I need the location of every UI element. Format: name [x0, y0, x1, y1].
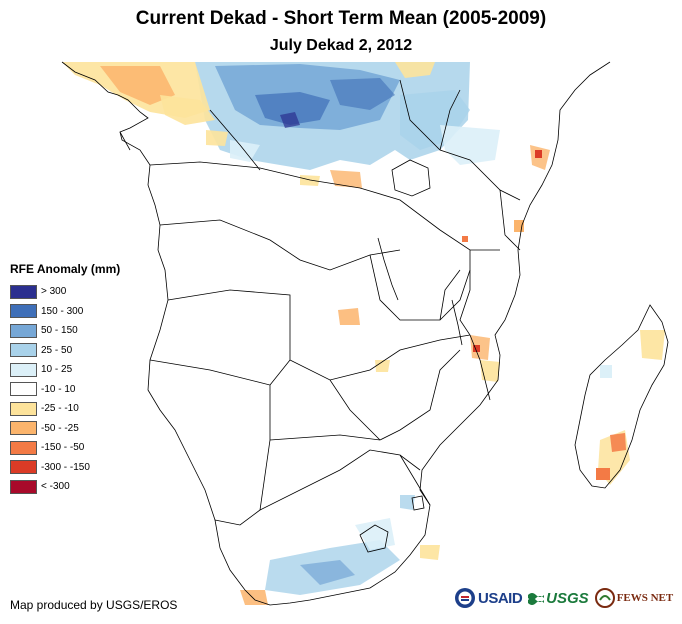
legend-label: > 300 [41, 286, 67, 298]
legend-item: -150 - -50 [10, 438, 170, 458]
legend-label: 25 - 50 [41, 344, 73, 356]
usaid-logo: USAID [454, 587, 523, 609]
legend-label: 10 - 25 [41, 364, 73, 376]
credit-text: Map produced by USGS/EROS [10, 598, 178, 612]
legend-item: < -300 [10, 477, 170, 497]
legend-label: -150 - -50 [41, 442, 85, 454]
legend-label: -10 - 10 [41, 383, 76, 395]
legend-label: -300 - -150 [41, 461, 90, 473]
legend-item: 150 - 300 [10, 302, 170, 322]
legend-swatch [10, 323, 37, 338]
legend-item: > 300 [10, 282, 170, 302]
legend-item: 25 - 50 [10, 341, 170, 361]
legend-swatch [10, 343, 37, 358]
legend-swatch [10, 440, 37, 455]
madagascar-outline [574, 304, 669, 489]
lake-victoria [391, 159, 431, 197]
legend: RFE Anomaly (mm) > 300 150 - 300 50 - 150 2… [10, 262, 170, 497]
legend-swatch [10, 460, 37, 475]
usaid-seal-icon [455, 588, 475, 608]
usgs-wave-icon [528, 593, 545, 605]
fews-net-globe-icon [594, 588, 615, 608]
legend-label: < -300 [41, 481, 70, 493]
africa-coastline [61, 61, 611, 606]
usgs-logo: USGS [528, 590, 589, 607]
legend-swatch [10, 421, 37, 436]
country-borders [61, 61, 669, 606]
legend-label: -25 - -10 [41, 403, 79, 415]
legend-item: 50 - 150 [10, 321, 170, 341]
fews-net-wordmark: FEWS NET [616, 592, 674, 604]
legend-swatch [10, 362, 37, 377]
legend-swatch [10, 284, 37, 299]
legend-label: 50 - 150 [41, 325, 78, 337]
legend-title: RFE Anomaly (mm) [10, 262, 121, 276]
usaid-wordmark: USAID [478, 589, 523, 607]
legend-item: -25 - -10 [10, 399, 170, 419]
legend-item: -10 - 10 [10, 380, 170, 400]
legend-item: -50 - -25 [10, 419, 170, 439]
legend-rows: > 300 150 - 300 50 - 150 25 - 50 10 - 25 -10 … [10, 282, 170, 497]
legend-label: 150 - 300 [41, 305, 84, 317]
legend-swatch [10, 401, 37, 416]
legend-item: 10 - 25 [10, 360, 170, 380]
legend-swatch [10, 479, 37, 494]
fews-net-logo: FEWS NET [594, 588, 674, 608]
legend-swatch [10, 382, 37, 397]
usgs-wordmark: USGS [546, 589, 589, 607]
legend-item: -300 - -150 [10, 458, 170, 478]
legend-swatch [10, 304, 37, 319]
map-subtitle: July Dekad 2, 2012 [269, 37, 413, 54]
map-title: Current Dekad - Short Term Mean (2005-20… [135, 8, 547, 29]
logo-bar: USAID USGS FEWS NET [454, 584, 679, 612]
legend-label: -50 - -25 [41, 422, 79, 434]
